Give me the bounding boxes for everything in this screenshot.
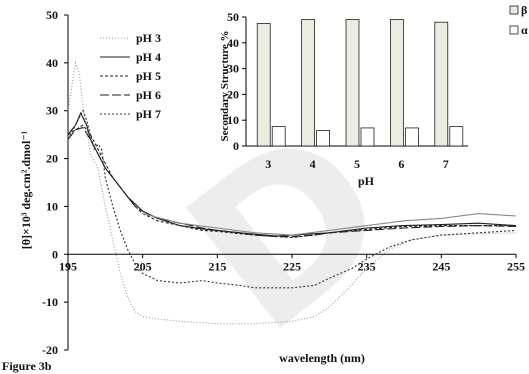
inset-x-tick-label: 4 — [310, 157, 316, 171]
legend-label: pH 6 — [136, 88, 161, 102]
series-line-ph-6 — [67, 126, 517, 238]
y-tick-label: 40 — [46, 56, 58, 70]
inset-y-tick-label: 10 — [227, 113, 239, 127]
inset-legend-label: α — [521, 23, 528, 37]
y-tick-label: 0 — [52, 247, 58, 261]
inset-legend-label: β — [521, 3, 527, 17]
legend-label: pH 7 — [136, 107, 161, 121]
x-tick-label: 195 — [59, 259, 77, 273]
bar-β-4 — [301, 19, 315, 147]
y-axis-label: [θ]×10³ deg.cm².dmol⁻¹ — [19, 130, 33, 249]
y-tick-label: 10 — [46, 199, 58, 213]
y-tick-label: 20 — [46, 152, 58, 166]
inset-x-tick-label: 5 — [354, 157, 360, 171]
x-tick-label: 205 — [134, 259, 152, 273]
x-tick-label: 245 — [432, 259, 450, 273]
y-tick-label: 30 — [46, 104, 58, 118]
series-line-ph-3 — [67, 60, 517, 325]
inset-x-tick-label: 3 — [265, 157, 271, 171]
inset-y-tick-label: 50 — [227, 10, 239, 24]
x-axis-label: wavelength (nm) — [279, 351, 365, 365]
y-tick-label: 50 — [46, 8, 58, 22]
bar-β-6 — [390, 19, 404, 147]
x-tick-label: 225 — [283, 259, 301, 273]
x-tick-label: 215 — [208, 259, 226, 273]
inset-y-tick-label: 0 — [233, 139, 239, 153]
y-tick-label: -10 — [42, 295, 58, 309]
series-line-unlabeled-5 — [142, 213, 517, 236]
bar-β-5 — [345, 19, 360, 147]
inset-legend-swatch — [509, 25, 519, 35]
inset-y-axis-label: Secondary Structure % — [219, 30, 231, 141]
series-line-ph-5 — [67, 124, 516, 239]
inset-y-tick-label: 20 — [227, 87, 239, 101]
bar-α-7 — [449, 126, 464, 147]
legend-label: pH 4 — [136, 50, 161, 64]
inset-x-tick-label: 7 — [443, 157, 449, 171]
inset-legend-swatch — [509, 5, 519, 15]
bar-β-7 — [434, 21, 449, 147]
bar-α-4 — [316, 130, 330, 147]
legend-label: pH 3 — [136, 31, 161, 45]
figure-label: Figure 3b — [2, 359, 52, 373]
bar-α-5 — [360, 127, 375, 147]
inset-y-tick-label: 40 — [227, 36, 239, 50]
bar-α-6 — [405, 127, 419, 147]
inset-y-tick-label: 30 — [227, 62, 239, 76]
series-line-ph-7 — [67, 109, 517, 289]
bar-β-3 — [256, 23, 271, 147]
x-tick-label: 255 — [507, 259, 525, 273]
inset-x-tick-label: 6 — [398, 157, 404, 171]
inset-x-axis-label: pH — [358, 174, 375, 188]
y-tick-label: -20 — [42, 343, 58, 357]
bar-α-3 — [271, 126, 286, 147]
legend-label: pH 5 — [136, 69, 161, 83]
x-tick-label: 235 — [358, 259, 376, 273]
inset-bar-chart: 0 10 20 30 40 50 3 4 5 6 7 pH Secondary Structure % β… — [219, 3, 528, 188]
